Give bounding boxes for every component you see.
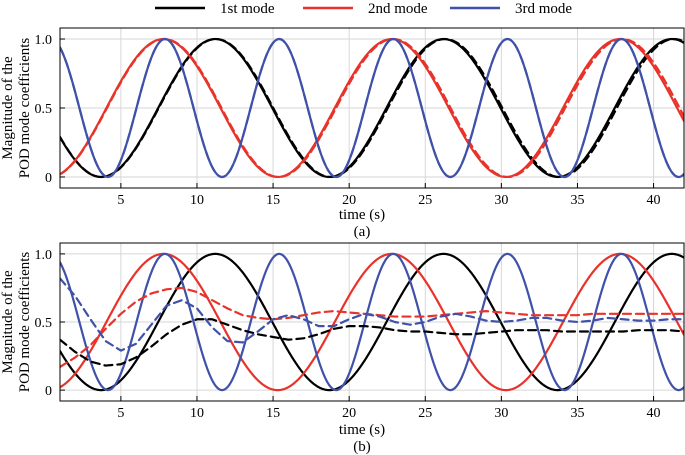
panel-b-y-tick-label: 0 bbox=[45, 384, 52, 399]
panel-b-series-1st-mode-dashed bbox=[60, 318, 684, 367]
panel-a-x-axis-title: time (s) bbox=[339, 207, 385, 223]
panel-b-x-tick-label: 20 bbox=[342, 406, 356, 421]
panel-a-y-axis-title-line2: POD mode coefficients bbox=[17, 38, 33, 179]
panel-a-x-tick-label: 5 bbox=[117, 193, 124, 208]
panel-a-label: (a) bbox=[354, 224, 371, 240]
panel-b-series-3rd-mode-solid bbox=[60, 252, 684, 392]
panel-a-x-tick-label: 40 bbox=[647, 193, 661, 208]
panel-a-series bbox=[60, 37, 684, 179]
panel-b-y-axis-title-line2: POD mode coefficients bbox=[17, 252, 33, 393]
panel-a-x-tick-label: 10 bbox=[190, 193, 204, 208]
panel-b-y-tick-label: 0.5 bbox=[35, 316, 53, 331]
panel-b-series-1st-mode-solid bbox=[60, 252, 684, 392]
legend: 1st mode 2nd mode 3rd mode bbox=[155, 1, 572, 17]
legend-label-2nd-mode: 2nd mode bbox=[368, 1, 428, 17]
legend-item-1st-mode: 1st mode bbox=[155, 1, 275, 17]
panel-a-y-tick-label: 0.5 bbox=[35, 102, 53, 117]
panel-b-y-tick-label: 1.0 bbox=[35, 248, 53, 263]
panel-b-x-tick-label: 10 bbox=[190, 406, 204, 421]
panel-b-y-ticks: 0 0.5 1.0 bbox=[35, 248, 65, 399]
panel-b-x-tick-label: 15 bbox=[266, 406, 280, 421]
panel-a-x-ticks: 5 10 15 20 25 30 35 40 bbox=[117, 183, 661, 208]
panel-a-series-1st-mode-solid bbox=[60, 37, 684, 179]
legend-label-1st-mode: 1st mode bbox=[220, 1, 275, 17]
panel-a-x-tick-label: 15 bbox=[266, 193, 280, 208]
panel-b-x-tick-label: 35 bbox=[570, 406, 584, 421]
panel-a-y-axis-title-line1: Magnitude of the bbox=[0, 56, 16, 160]
panel-b-series-3rd-mode-dashed bbox=[60, 277, 684, 352]
panel-a-y-tick-label: 1.0 bbox=[35, 33, 53, 48]
legend-item-3rd-mode: 3rd mode bbox=[450, 1, 572, 17]
panel-b-x-tick-label: 5 bbox=[117, 406, 124, 421]
legend-item-2nd-mode: 2nd mode bbox=[303, 1, 428, 17]
panel-a-y-ticks: 0 0.5 1.0 bbox=[35, 33, 65, 186]
panel-a-y-tick-label: 0 bbox=[45, 171, 52, 186]
panel-b-label: (b) bbox=[353, 439, 371, 455]
panel-b-x-tick-label: 25 bbox=[418, 406, 432, 421]
panel-b-x-tick-label: 30 bbox=[494, 406, 508, 421]
panel-a-x-tick-label: 20 bbox=[342, 193, 356, 208]
panel-b-y-axis-title-line1: Magnitude of the bbox=[0, 270, 16, 374]
panel-a-series-3rd-mode-dashed bbox=[60, 37, 684, 179]
panel-a-series-1st-mode-dashed bbox=[60, 37, 684, 179]
panel-a-x-tick-label: 35 bbox=[570, 193, 584, 208]
legend-label-3rd-mode: 3rd mode bbox=[515, 1, 572, 17]
panel-b-series bbox=[60, 252, 684, 392]
panel-a-x-tick-label: 30 bbox=[494, 193, 508, 208]
panel-b-x-ticks: 5 10 15 20 25 30 35 40 bbox=[117, 396, 661, 421]
panel-b-x-axis-title: time (s) bbox=[339, 422, 385, 438]
panel-b: 5 10 15 20 25 30 35 40 0 0.5 1.0 time (s) Magnitu… bbox=[0, 242, 685, 455]
panel-b-x-tick-label: 40 bbox=[647, 406, 661, 421]
panel-a-x-tick-label: 25 bbox=[418, 193, 432, 208]
panel-a: 5 10 15 20 25 30 35 40 0 0.5 1.0 time (s) Magnitu… bbox=[0, 27, 685, 240]
